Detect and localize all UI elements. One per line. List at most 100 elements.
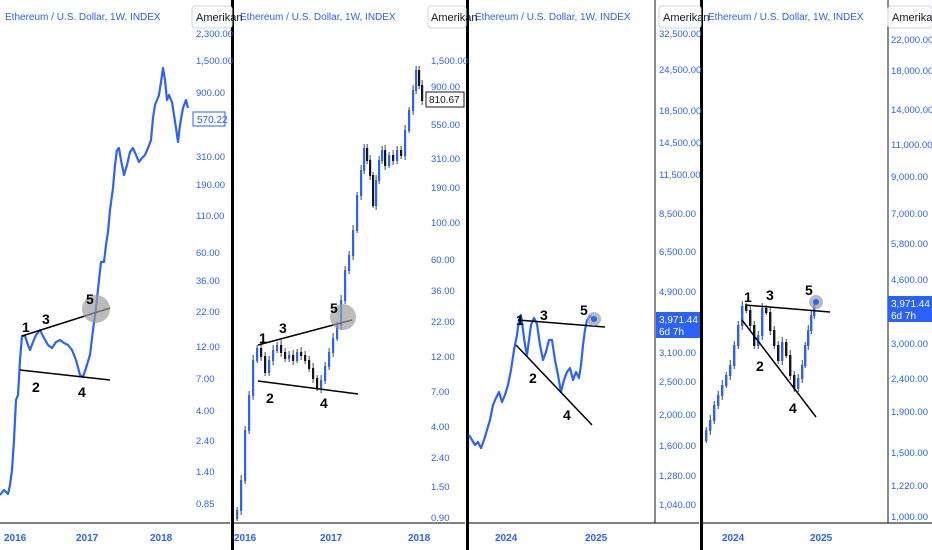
candle-body — [797, 378, 800, 389]
candle-body — [804, 345, 807, 366]
price-tag-label: 3,971.44 — [659, 315, 698, 326]
wave-label: 2 — [32, 379, 40, 395]
candle-body — [785, 342, 788, 356]
y-tick-label: 3,100.00 — [659, 348, 696, 359]
candle-body — [304, 355, 307, 361]
y-tick-label: 2,300.00 — [196, 29, 233, 40]
y-tick-label: 36.00 — [196, 276, 220, 287]
wave-label: 2 — [266, 390, 274, 406]
trendline-upper — [744, 304, 831, 313]
candle-body — [296, 352, 299, 361]
candle-body — [749, 310, 752, 326]
scale-button[interactable]: Amerikan — [658, 5, 709, 29]
wave-label: 1 — [516, 312, 524, 328]
candle-body — [260, 348, 263, 357]
chart-title: Ethereum / U.S. Dollar, 1W, INDEX — [240, 12, 396, 23]
scale-button-label: Amerikan — [892, 12, 932, 24]
candle-body — [769, 312, 772, 331]
wave-label: 1 — [22, 319, 30, 335]
scale-button-label: Amerikan — [196, 12, 242, 24]
y-tick-label: 22.00 — [431, 317, 455, 328]
candle-body — [284, 352, 287, 359]
candle-body — [308, 360, 311, 369]
chart-title: Ethereum / U.S. Dollar, 1W, INDEX — [708, 12, 864, 23]
panel-3-price-axis: 32,500.00 24,500.00 18,500.00 14,500.00 … — [659, 29, 701, 511]
candle-body — [256, 348, 259, 361]
price-tag-label: 570.22 — [197, 115, 228, 126]
candle-body — [264, 356, 267, 373]
y-tick-label: 4.00 — [196, 406, 215, 417]
y-tick-label: 60.00 — [431, 255, 455, 266]
y-tick-label: 4,900.00 — [659, 287, 696, 298]
y-tick-label: 36.00 — [431, 286, 455, 297]
y-tick-label: 2.40 — [431, 453, 450, 464]
x-tick-label: 2016 — [234, 533, 257, 544]
wave-label: 5 — [805, 282, 813, 298]
candle-body — [408, 110, 411, 131]
candle-body — [415, 70, 418, 91]
y-tick-label: 12.00 — [196, 342, 220, 353]
y-tick-label: 1,040.00 — [659, 500, 696, 511]
candle-body — [807, 330, 810, 346]
wave-label: 3 — [42, 311, 50, 327]
wave-label: 3 — [540, 307, 548, 323]
y-tick-label: 4,600.00 — [891, 275, 928, 286]
y-tick-label: 190.00 — [431, 183, 460, 194]
price-tag: 3,971.44 6d 7h — [656, 312, 700, 338]
candle-body — [252, 360, 255, 396]
y-tick-label: 2.40 — [196, 436, 215, 447]
trendline-lower — [741, 319, 817, 418]
wave-label: 5 — [580, 302, 588, 318]
wave-label: 3 — [766, 287, 774, 303]
candle-body — [381, 150, 384, 161]
scale-button[interactable]: Amerikan — [191, 5, 242, 29]
scale-button[interactable]: Amerikan — [427, 5, 477, 29]
y-tick-label: 11,500.00 — [659, 170, 701, 181]
candle-body — [324, 366, 327, 381]
wave-label: 1 — [259, 330, 267, 346]
y-tick-label: 32,500.00 — [659, 29, 701, 40]
candle-body — [352, 230, 355, 256]
candle-body — [372, 175, 375, 206]
candle-body — [300, 352, 303, 356]
candle-body — [713, 405, 716, 421]
candle-body — [288, 355, 291, 359]
candle-body — [801, 365, 804, 379]
candle-body — [348, 255, 351, 271]
candle-body — [312, 368, 315, 379]
candle-body — [412, 90, 415, 111]
y-tick-label: 1,600.00 — [659, 441, 696, 452]
candle-body — [268, 360, 271, 373]
y-tick-label: 8,500.00 — [659, 209, 696, 220]
panel-2-price-axis: 1,500.00 900.00 550.00 310.00 190.00 100… — [431, 56, 468, 524]
y-tick-label: 0.90 — [431, 513, 450, 524]
candle-body — [360, 170, 363, 196]
candle-body — [378, 160, 381, 181]
candle-body — [276, 345, 279, 351]
wave-label: 4 — [789, 400, 797, 416]
candle-body — [392, 155, 395, 161]
candle-body — [721, 385, 724, 396]
wave-label: 4 — [320, 395, 328, 411]
candle-body — [705, 430, 708, 441]
candle-body — [729, 365, 732, 376]
panel-separator — [700, 0, 703, 550]
price-tag: 810.67 — [425, 91, 465, 108]
candle-body — [248, 395, 251, 431]
price-tag-label: 810.67 — [429, 95, 460, 106]
scale-button-label: Amerikan — [663, 12, 709, 24]
candle-body — [404, 130, 407, 156]
candle-body — [369, 160, 372, 176]
candle-body — [765, 308, 768, 313]
wave-label: 4 — [563, 407, 571, 423]
y-tick-label: 18,000.00 — [891, 66, 932, 77]
candle-body — [332, 338, 335, 353]
y-tick-label: 3,000.00 — [891, 339, 928, 350]
y-tick-label: 900.00 — [431, 82, 460, 93]
x-tick-label: 2016 — [4, 533, 27, 544]
y-tick-label: 6,500.00 — [659, 247, 696, 258]
candle-body — [272, 350, 275, 361]
target-circle — [330, 304, 356, 330]
scale-button[interactable]: Amerikan — [887, 5, 932, 29]
